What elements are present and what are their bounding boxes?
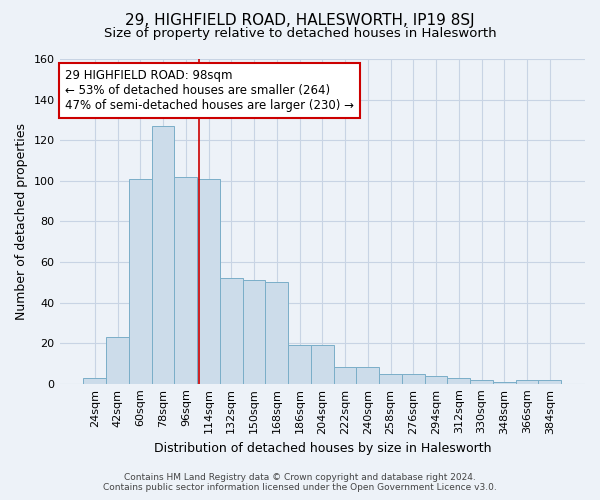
Bar — [197, 178, 220, 384]
Bar — [265, 282, 288, 384]
Bar — [242, 280, 265, 384]
Text: 29 HIGHFIELD ROAD: 98sqm
← 53% of detached houses are smaller (264)
47% of semi-: 29 HIGHFIELD ROAD: 98sqm ← 53% of detach… — [65, 68, 354, 112]
Bar — [402, 374, 425, 384]
Text: Contains HM Land Registry data © Crown copyright and database right 2024.
Contai: Contains HM Land Registry data © Crown c… — [103, 473, 497, 492]
Bar — [152, 126, 175, 384]
Bar — [448, 378, 470, 384]
Bar — [470, 380, 493, 384]
Bar — [83, 378, 106, 384]
Bar — [379, 374, 402, 384]
X-axis label: Distribution of detached houses by size in Halesworth: Distribution of detached houses by size … — [154, 442, 491, 455]
Text: 29, HIGHFIELD ROAD, HALESWORTH, IP19 8SJ: 29, HIGHFIELD ROAD, HALESWORTH, IP19 8SJ — [125, 12, 475, 28]
Bar — [175, 176, 197, 384]
Bar — [129, 178, 152, 384]
Bar — [106, 337, 129, 384]
Bar — [515, 380, 538, 384]
Bar — [220, 278, 242, 384]
Text: Size of property relative to detached houses in Halesworth: Size of property relative to detached ho… — [104, 28, 496, 40]
Bar — [356, 368, 379, 384]
Bar — [311, 345, 334, 384]
Bar — [334, 368, 356, 384]
Bar — [288, 345, 311, 384]
Bar — [493, 382, 515, 384]
Y-axis label: Number of detached properties: Number of detached properties — [15, 123, 28, 320]
Bar — [425, 376, 448, 384]
Bar — [538, 380, 561, 384]
